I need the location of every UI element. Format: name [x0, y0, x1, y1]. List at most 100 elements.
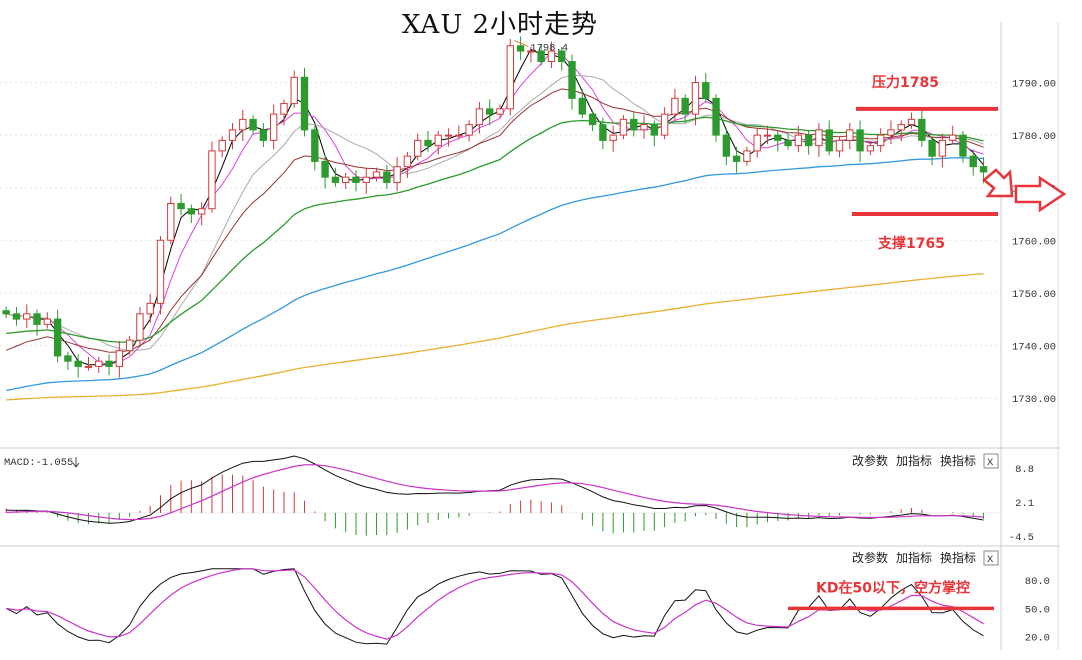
candle [146, 293, 154, 323]
candle-body [125, 339, 134, 352]
candle-body [393, 166, 401, 183]
candle-body [64, 355, 72, 362]
y-tick-label: 1760.00 [1012, 236, 1056, 248]
candle [928, 136, 936, 166]
panel-params-button-kd[interactable]: 改参数 [852, 550, 888, 565]
candle-body [691, 82, 700, 115]
panel-switch-button-kd[interactable]: 换指标 [940, 550, 976, 565]
candle [743, 146, 751, 166]
candle-body [465, 124, 473, 136]
candle [578, 88, 586, 119]
macd-panel: MACD:-1.055 改参数 加指标 换指标 X 8.8 2.1 -4.5 [0, 453, 1034, 544]
candle-body [630, 118, 638, 131]
candle [671, 88, 679, 121]
candle [95, 356, 103, 373]
candle [475, 102, 484, 134]
ma-line [6, 157, 984, 392]
panel-indicator-button-macd[interactable]: 加指标 [896, 453, 932, 468]
candle [691, 75, 700, 126]
candle-body [362, 176, 370, 183]
candle [907, 112, 916, 129]
axes: 1730.001740.001750.001760.001770.001780.… [1000, 22, 1059, 650]
candle-body [496, 108, 504, 115]
candle [496, 104, 504, 119]
candle [763, 125, 772, 145]
ma-line [6, 51, 984, 365]
candle [187, 204, 196, 223]
candle [218, 136, 226, 158]
candle-body [619, 118, 628, 136]
candle [681, 94, 689, 124]
peak-pointer [514, 39, 529, 47]
candle-body [784, 139, 792, 147]
candle-body [979, 166, 988, 173]
panel-switch-button-macd[interactable]: 换指标 [940, 453, 976, 468]
kd-tick-label: 50.0 [1025, 604, 1050, 616]
candle-body [948, 134, 957, 141]
candle-body [321, 160, 329, 178]
candle [732, 146, 741, 173]
candle [23, 304, 31, 329]
candle [568, 54, 576, 110]
candle-body [547, 50, 556, 63]
candle-body [743, 150, 751, 162]
annotations: 1798.4 压力1785 支撑1765 [514, 39, 1067, 252]
kd-panel: 改参数 加指标 换指标 X 80.0 50.0 20.0 KD在50以下，空方掌控 [5, 550, 1050, 645]
candle-body [424, 139, 432, 147]
candle [506, 38, 514, 116]
candle [630, 112, 638, 137]
panel-close-button-kd[interactable]: X [983, 550, 999, 566]
candle-body [774, 134, 782, 141]
candle [969, 149, 977, 176]
candle-body [732, 155, 741, 162]
candle [825, 120, 833, 156]
candle [722, 128, 731, 166]
candle [599, 117, 607, 150]
candle-body [866, 145, 875, 152]
candle [846, 123, 854, 150]
candle-body [660, 113, 669, 136]
candle [465, 120, 473, 142]
candle-body [897, 124, 905, 131]
candle [918, 109, 926, 147]
candle-body [218, 139, 226, 152]
candle-body [156, 239, 165, 304]
y-tick-label: 1730.00 [1012, 394, 1056, 406]
candle [434, 130, 442, 155]
candle-body [197, 208, 206, 215]
candle-body [43, 318, 52, 325]
close-icon: X [987, 457, 994, 469]
candle [43, 312, 52, 329]
candle [640, 115, 648, 139]
candle [228, 123, 237, 150]
candle [259, 123, 268, 147]
panel-close-button-macd[interactable]: X [983, 453, 999, 469]
kd-annotation: KD在50以下，空方掌控 [816, 579, 970, 596]
candle [280, 99, 288, 126]
close-icon-box [983, 453, 999, 469]
candle [105, 354, 113, 376]
candle-body [969, 155, 977, 168]
panel-params-button-macd[interactable]: 改参数 [852, 453, 888, 468]
candle-body [259, 129, 268, 141]
candle [249, 115, 257, 135]
candle [341, 172, 350, 190]
candle [156, 236, 165, 315]
candle-body [208, 150, 216, 210]
candle-body [95, 360, 103, 367]
candle [372, 167, 381, 182]
candle-body [599, 124, 607, 141]
candle-body [527, 50, 535, 53]
candle-body [578, 97, 586, 115]
candle-body [753, 134, 761, 152]
candle-body [444, 134, 453, 137]
candle [804, 130, 813, 155]
candle-body [341, 176, 350, 183]
candle-body [815, 129, 823, 147]
candle-body [23, 313, 31, 320]
candle-body [403, 155, 412, 168]
panel-indicator-button-kd[interactable]: 加指标 [896, 550, 932, 565]
candle-body [671, 97, 679, 115]
y-tick-label: 1750.00 [1012, 289, 1056, 301]
kd-tick-label: 20.0 [1025, 633, 1050, 645]
